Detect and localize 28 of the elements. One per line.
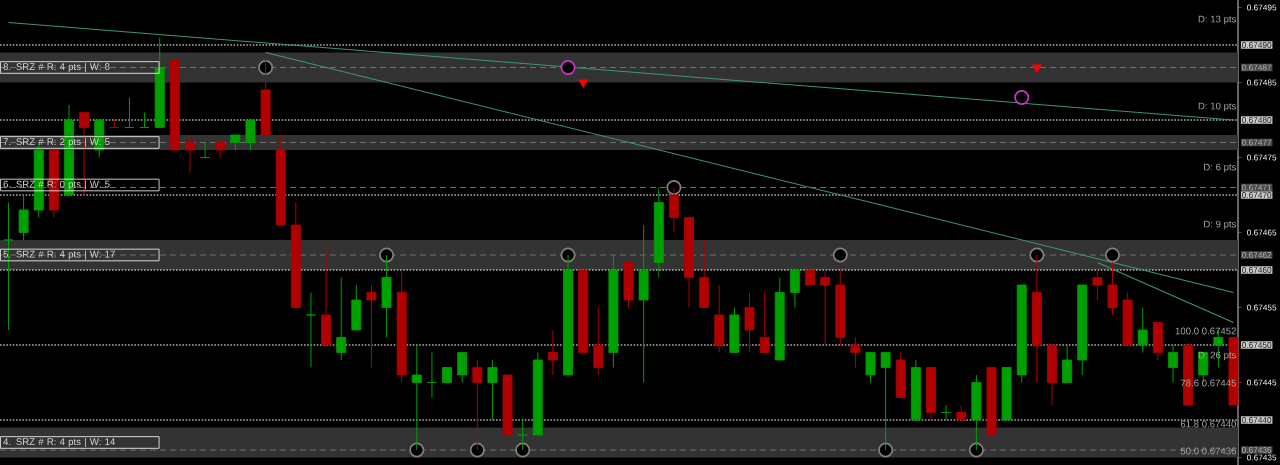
annotation: 100.0 0.67452 — [1175, 327, 1236, 335]
y-tick-label: 0.67455 — [1247, 304, 1277, 311]
ref-line-label: 0.67470 — [1242, 192, 1272, 198]
ref-line-label: 0.67480 — [1242, 117, 1272, 123]
band-label: 4. SRZ # R: 4 pts | W: 14 — [3, 438, 115, 447]
annotation: 50.0 0.67436 — [1180, 447, 1236, 455]
ref-line-label: 0.67436 — [1242, 447, 1272, 453]
y-tick-label: 0.67495 — [1247, 4, 1277, 11]
y-tick-label: 0.67485 — [1247, 79, 1277, 86]
annotation: D: 6 pts — [1204, 163, 1237, 173]
ref-line-label: 0.67460 — [1242, 267, 1272, 273]
ref-line-label: 0.67471 — [1242, 184, 1272, 191]
y-tick-label: 0.67435 — [1247, 454, 1277, 461]
ref-line-label: 0.67487 — [1242, 64, 1272, 71]
ref-line-label: 0.67462 — [1242, 252, 1272, 258]
ref-line-label: 0.67450 — [1242, 342, 1272, 348]
annotation: D: 9 pts — [1204, 220, 1237, 230]
ref-line-label: 0.67477 — [1242, 139, 1272, 146]
band-label: 7. SRZ # R: 2 pts | W: 5 — [3, 138, 110, 147]
annotation: D: 13 pts — [1198, 15, 1237, 25]
band-label: 8. SRZ # R: 4 pts | W: 8 — [3, 63, 110, 72]
ref-line-label: 0.67440 — [1242, 417, 1272, 423]
ref-line-label: 0.67490 — [1242, 42, 1272, 48]
annotation: D: 10 pts — [1198, 102, 1237, 112]
annotation: 61.8 0.67440 — [1180, 420, 1237, 428]
y-tick-label: 0.67475 — [1247, 154, 1277, 161]
y-tick-label: 0.67465 — [1247, 229, 1277, 236]
y-tick-label: 0.67445 — [1247, 379, 1277, 386]
